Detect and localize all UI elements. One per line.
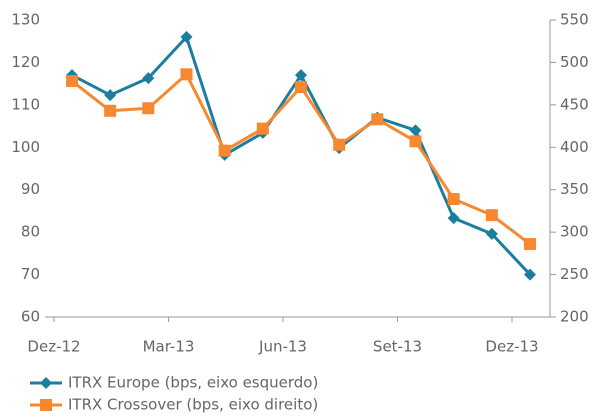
point	[142, 102, 155, 115]
point	[180, 68, 193, 81]
legend-marker	[40, 399, 52, 411]
point	[218, 144, 231, 157]
point	[66, 75, 78, 88]
y2-tick-label: 500	[560, 53, 589, 71]
x-tick-label: Mar-13	[143, 338, 195, 356]
point	[447, 193, 460, 206]
y2-tick-label: 450	[560, 95, 589, 113]
point	[295, 69, 307, 82]
point	[180, 30, 193, 43]
x-tick-label: Dez-12	[27, 338, 80, 356]
point	[524, 238, 536, 251]
y2-tick-label: 350	[560, 180, 589, 198]
legend-marker	[40, 377, 52, 389]
series-line	[71, 72, 531, 246]
point	[524, 268, 536, 281]
legend-label: ITRX Crossover (bps, eixo direito)	[68, 396, 318, 414]
point	[409, 135, 422, 148]
y2-tick-label: 250	[560, 265, 589, 283]
x-tick-label: Set-13	[373, 338, 422, 356]
point	[104, 104, 117, 117]
y-tick-label: 120	[11, 53, 40, 71]
y2-tick-label: 400	[560, 138, 589, 156]
x-tick-label: Dez-13	[485, 338, 538, 356]
y-tick-label: 80	[21, 223, 40, 241]
y-tick-label: 130	[11, 11, 40, 29]
point	[371, 113, 384, 126]
y2-tick-label: 300	[560, 223, 589, 241]
x-tick-label: Jun-13	[258, 338, 307, 356]
y-tick-label: 90	[21, 180, 40, 198]
point	[256, 122, 269, 135]
point	[333, 138, 346, 151]
point	[409, 124, 422, 137]
point	[485, 227, 498, 240]
y-tick-label: 60	[21, 308, 40, 326]
legend-label: ITRX Europe (bps, eixo esquerdo)	[68, 374, 318, 392]
point	[447, 212, 460, 225]
point	[295, 81, 307, 94]
y-tick-label: 70	[21, 265, 40, 283]
point	[104, 89, 117, 102]
y-tick-label: 100	[11, 138, 40, 156]
point	[485, 209, 498, 222]
y-tick-label: 110	[11, 95, 40, 113]
y2-tick-label: 200	[560, 308, 589, 326]
point	[142, 72, 155, 85]
y2-tick-label: 550	[560, 11, 589, 29]
